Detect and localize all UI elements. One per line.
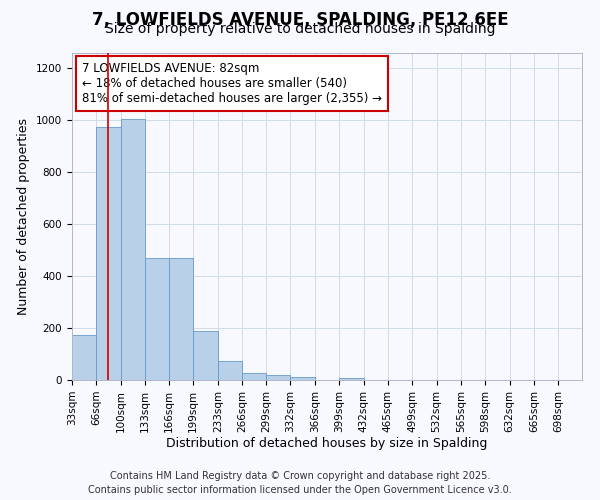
Text: Size of property relative to detached houses in Spalding: Size of property relative to detached ho… xyxy=(105,22,495,36)
Bar xyxy=(96,126,121,380)
Bar xyxy=(145,258,169,380)
Bar xyxy=(266,375,290,380)
X-axis label: Distribution of detached houses by size in Spalding: Distribution of detached houses by size … xyxy=(166,438,488,450)
Y-axis label: Number of detached properties: Number of detached properties xyxy=(17,118,31,315)
Text: 7, LOWFIELDS AVENUE, SPALDING, PE12 6EE: 7, LOWFIELDS AVENUE, SPALDING, PE12 6EE xyxy=(92,11,508,29)
Bar xyxy=(340,378,364,380)
Bar xyxy=(218,360,242,380)
Bar xyxy=(72,334,96,380)
Bar xyxy=(242,372,266,380)
Bar xyxy=(290,378,316,380)
Bar xyxy=(193,330,218,380)
Bar xyxy=(121,119,145,380)
Bar xyxy=(169,258,193,380)
Text: 7 LOWFIELDS AVENUE: 82sqm
← 18% of detached houses are smaller (540)
81% of semi: 7 LOWFIELDS AVENUE: 82sqm ← 18% of detac… xyxy=(82,62,382,106)
Text: Contains HM Land Registry data © Crown copyright and database right 2025.
Contai: Contains HM Land Registry data © Crown c… xyxy=(88,471,512,495)
